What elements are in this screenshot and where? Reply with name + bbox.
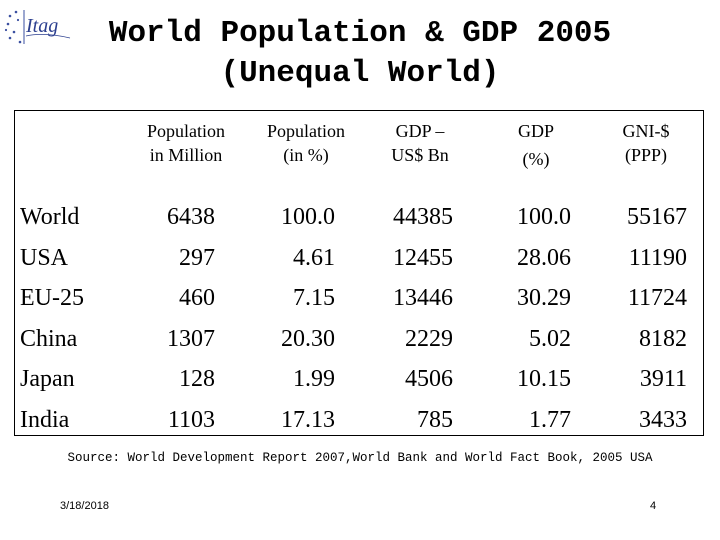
header-line: (%) <box>522 149 550 169</box>
slide-title: World Population & GDP 2005 (Unequal Wor… <box>0 14 720 94</box>
row-label-eu25: EU-25 <box>20 285 84 311</box>
cell-population-percent: 100.0 <box>281 204 335 230</box>
cell-gdp-usd: 12455 <box>393 245 453 271</box>
header-gdp-percent: GDP (%) <box>481 119 591 171</box>
source-note: Source: World Development Report 2007,Wo… <box>67 451 653 465</box>
cell-population-million: 6438 <box>167 204 215 230</box>
header-line: Population <box>146 121 225 141</box>
cell-gdp-usd: 785 <box>417 407 453 433</box>
header-line: US$ Bn <box>391 145 449 165</box>
row-label-world: World <box>20 204 80 230</box>
cell-gdp-percent: 1.77 <box>529 407 571 433</box>
cell-population-percent: 17.13 <box>281 407 335 433</box>
header-line: GDP – <box>395 121 445 141</box>
cell-gdp-percent: 100.0 <box>517 204 571 230</box>
title-line-1: World Population & GDP 2005 <box>108 16 612 51</box>
itag-logo: Itag <box>4 6 74 48</box>
header-line: (in %) <box>283 145 329 165</box>
slide-date: 3/18/2018 <box>60 500 109 512</box>
cell-gdp-usd: 13446 <box>393 285 453 311</box>
cell-gdp-percent: 5.02 <box>529 326 571 352</box>
header-line: in Million <box>149 145 223 165</box>
cell-gdp-percent: 10.15 <box>517 366 571 392</box>
row-label-china: China <box>20 326 78 352</box>
header-population-percent: Population (in %) <box>251 119 361 167</box>
page-number: 4 <box>650 500 657 512</box>
row-label-india: India <box>20 407 70 433</box>
cell-gni-ppp: 55167 <box>627 204 687 230</box>
cell-gni-ppp: 11724 <box>627 285 687 311</box>
header-gni-ppp: GNI-$ (PPP) <box>591 119 701 167</box>
header-gdp-usd: GDP – US$ Bn <box>365 119 475 167</box>
cell-gni-ppp: 11190 <box>628 245 687 271</box>
cell-gni-ppp: 8182 <box>639 326 687 352</box>
header-line: (PPP) <box>624 145 668 165</box>
cell-gni-ppp: 3911 <box>639 366 687 392</box>
cell-gdp-percent: 30.29 <box>517 285 571 311</box>
cell-population-percent: 1.99 <box>293 366 335 392</box>
data-table: Population in Million Population (in %) … <box>14 110 704 436</box>
header-line: Population <box>266 121 345 141</box>
cell-population-percent: 20.30 <box>281 326 335 352</box>
cell-gdp-usd: 44385 <box>393 204 453 230</box>
header-population-million: Population in Million <box>131 119 241 167</box>
header-line: GDP <box>517 121 554 141</box>
cell-population-million: 128 <box>179 366 215 392</box>
row-label-usa: USA <box>20 245 69 271</box>
cell-population-million: 297 <box>179 245 215 271</box>
cell-gdp-usd: 2229 <box>405 326 453 352</box>
cell-gdp-percent: 28.06 <box>517 245 571 271</box>
cell-population-million: 1307 <box>167 326 215 352</box>
cell-population-percent: 4.61 <box>293 245 335 271</box>
cell-population-million: 460 <box>179 285 215 311</box>
itag-logo-graphic: Itag <box>4 10 71 44</box>
title-line-2: (Unequal World) <box>220 56 500 91</box>
cell-population-percent: 7.15 <box>293 285 335 311</box>
header-line: GNI-$ <box>622 121 670 141</box>
cell-gdp-usd: 4506 <box>405 366 453 392</box>
cell-population-million: 1103 <box>167 407 215 433</box>
row-label-japan: Japan <box>20 366 75 392</box>
cell-gni-ppp: 3433 <box>639 407 687 433</box>
logo-wordmark: Itag <box>25 15 58 37</box>
